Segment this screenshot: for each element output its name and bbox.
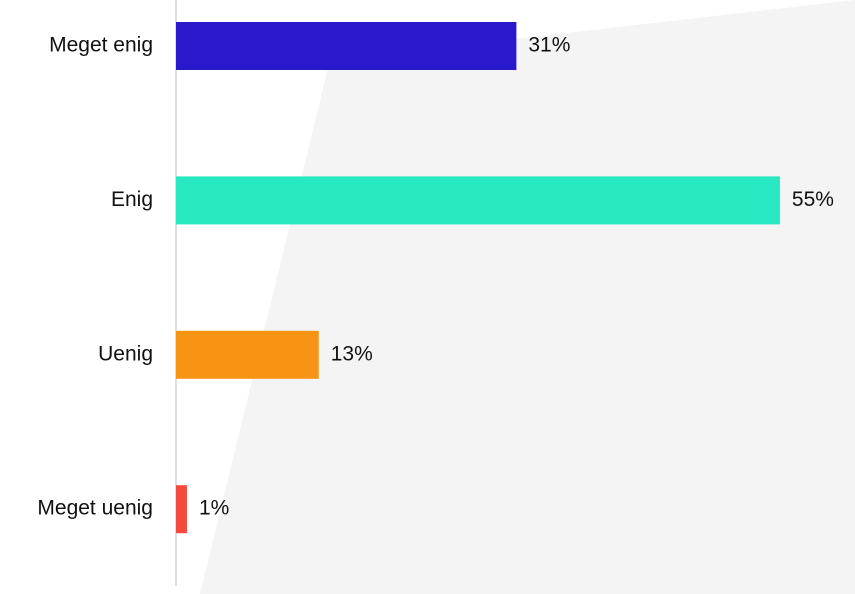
value-label: 13%	[331, 342, 373, 365]
bar	[176, 330, 319, 379]
value-label: 55%	[792, 188, 834, 211]
bar	[176, 22, 517, 70]
background-shape	[200, 0, 855, 594]
bar	[176, 485, 187, 534]
bar	[176, 176, 780, 225]
value-label: 1%	[199, 497, 229, 520]
category-label: Meget uenig	[37, 497, 153, 520]
category-label: Meget enig	[49, 34, 153, 57]
category-label: Uenig	[98, 342, 153, 365]
category-label: Enig	[111, 188, 153, 211]
value-label: 31%	[528, 34, 570, 57]
